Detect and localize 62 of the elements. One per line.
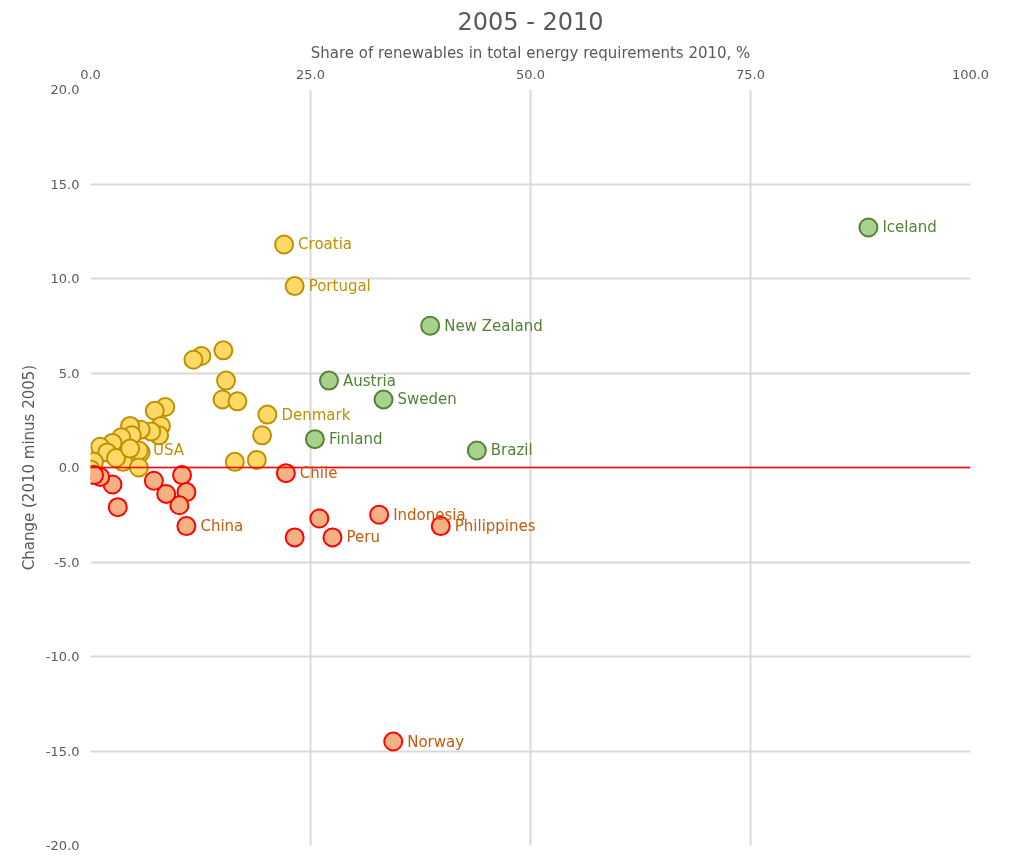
y-tick-label: 10.0 bbox=[50, 271, 80, 286]
point bbox=[120, 438, 141, 459]
point bbox=[246, 449, 267, 470]
x-axis-title: Share of renewables in total energy requirements 2010, % bbox=[310, 43, 751, 62]
point bbox=[172, 465, 193, 486]
y-tick-label: 5.0 bbox=[58, 365, 80, 381]
y-tick-label: 20.0 bbox=[50, 82, 80, 97]
annotation: USA bbox=[152, 441, 185, 460]
point bbox=[466, 440, 487, 461]
point bbox=[383, 731, 404, 752]
y-tick-label: -5.0 bbox=[54, 554, 80, 570]
point bbox=[275, 463, 296, 484]
point bbox=[216, 370, 237, 391]
annotation: Sweden bbox=[397, 390, 457, 409]
point bbox=[106, 448, 127, 469]
point bbox=[420, 315, 441, 336]
annotation: Chile bbox=[299, 464, 338, 483]
annotation: China bbox=[200, 517, 244, 536]
y-axis-title: Change (2010 minus 2005) bbox=[19, 364, 38, 571]
point bbox=[257, 404, 278, 425]
annotation: Austria bbox=[342, 371, 396, 390]
point bbox=[183, 349, 204, 370]
annotation: Finland bbox=[328, 430, 383, 449]
annotation: Denmark bbox=[281, 405, 351, 424]
point bbox=[169, 495, 190, 516]
x-tick-label: 25.0 bbox=[296, 66, 325, 82]
point bbox=[144, 400, 165, 421]
point bbox=[213, 340, 234, 361]
chart-title: 2005 - 2010 bbox=[457, 7, 604, 36]
point bbox=[143, 470, 164, 491]
point bbox=[373, 389, 394, 410]
point bbox=[227, 391, 248, 412]
point bbox=[369, 504, 390, 525]
y-tick-label: 15.0 bbox=[50, 176, 80, 192]
point bbox=[224, 451, 245, 472]
point bbox=[309, 508, 330, 529]
point bbox=[156, 483, 177, 504]
x-tick-label: 0.0 bbox=[80, 66, 101, 82]
point bbox=[304, 429, 325, 450]
y-tick-label: -15.0 bbox=[45, 743, 80, 759]
point bbox=[318, 370, 339, 391]
point bbox=[107, 497, 128, 518]
point bbox=[176, 516, 197, 537]
y-tick-label: -10.0 bbox=[45, 649, 80, 664]
x-tick-label: 75.0 bbox=[736, 66, 765, 82]
annotation: Portugal bbox=[308, 277, 371, 296]
point bbox=[274, 234, 295, 255]
point bbox=[284, 276, 305, 297]
annotation: New Zealand bbox=[444, 316, 543, 335]
annotation: Iceland bbox=[882, 218, 937, 237]
point bbox=[252, 425, 273, 446]
annotation: Brazil bbox=[490, 441, 533, 460]
point bbox=[858, 217, 879, 238]
annotation: Norway bbox=[407, 732, 465, 751]
annotation: Croatia bbox=[298, 235, 353, 254]
y-tick-label: -20.0 bbox=[45, 838, 80, 853]
point bbox=[284, 527, 305, 548]
point bbox=[322, 527, 343, 548]
x-tick-label: 50.0 bbox=[516, 66, 545, 82]
y-tick-label: 0.0 bbox=[58, 460, 80, 475]
x-tick-label: 100.0 bbox=[951, 66, 990, 82]
annotation: Peru bbox=[346, 528, 380, 547]
